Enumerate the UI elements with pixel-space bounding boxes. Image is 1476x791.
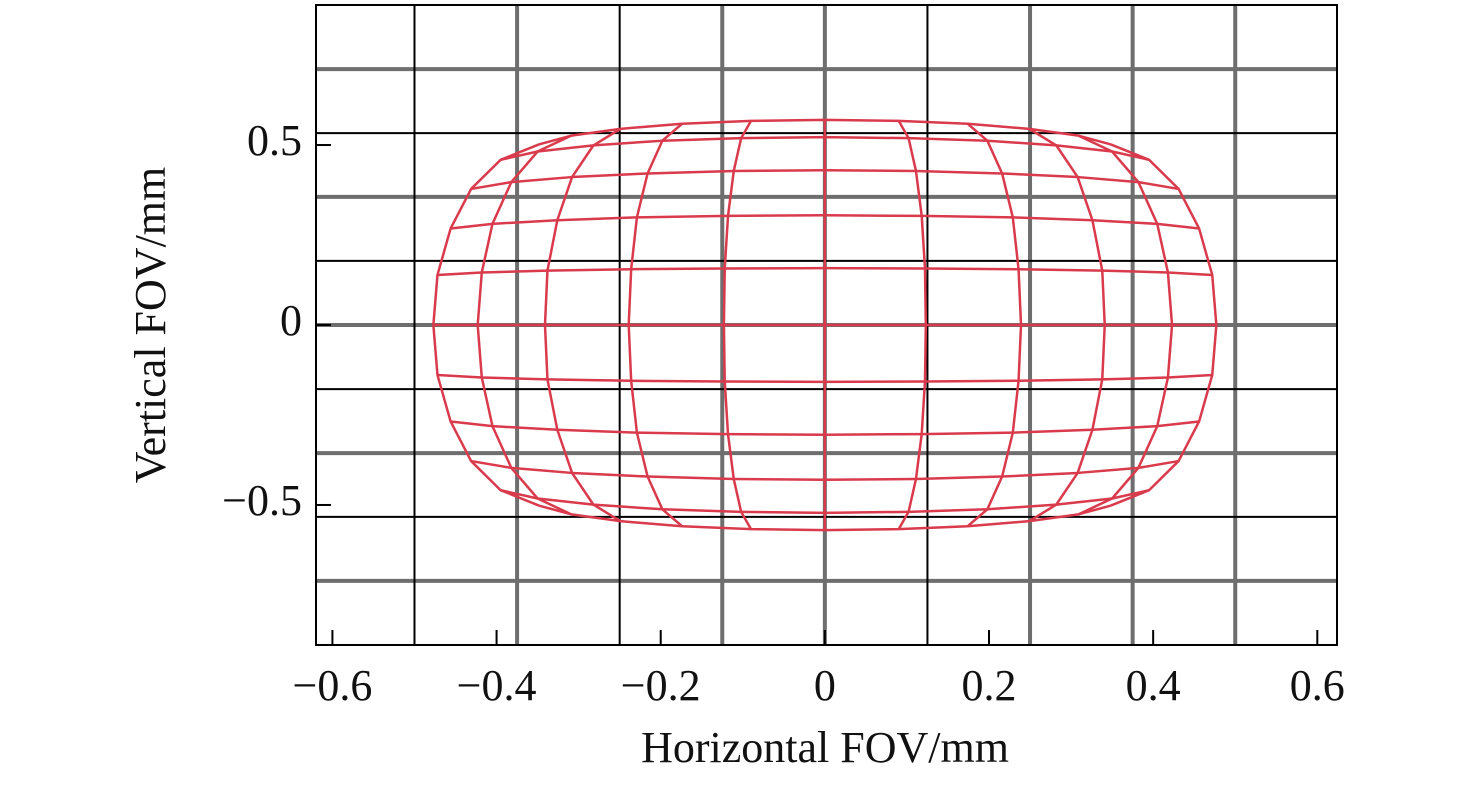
distorted-column <box>476 134 572 516</box>
x-tick-label: −0.2 <box>621 661 701 710</box>
distorted-column <box>722 120 753 530</box>
x-tick-label: −0.4 <box>457 661 537 710</box>
distorted-column <box>897 120 928 530</box>
distorted-column <box>966 122 1023 528</box>
y-axis-label: Vertical FOV/mm <box>126 167 175 484</box>
distorted-column <box>627 122 683 528</box>
y-tick-label: 0 <box>280 296 302 345</box>
x-tick-label: 0.2 <box>962 661 1017 710</box>
distorted-column <box>1077 134 1174 516</box>
y-tick-label: −0.5 <box>222 476 302 525</box>
y-tick-label: 0.5 <box>247 116 302 165</box>
x-tick-label: 0.6 <box>1290 661 1345 710</box>
distorted-column <box>1028 127 1106 523</box>
x-tick-label: −0.6 <box>293 661 373 710</box>
distorted-column <box>432 143 540 507</box>
distorted-column <box>1110 143 1218 507</box>
x-axis-label: Horizontal FOV/mm <box>641 723 1009 772</box>
x-tick-label: 0 <box>814 661 836 710</box>
x-tick-label: 0.4 <box>1126 661 1181 710</box>
distorted-column <box>543 127 622 523</box>
